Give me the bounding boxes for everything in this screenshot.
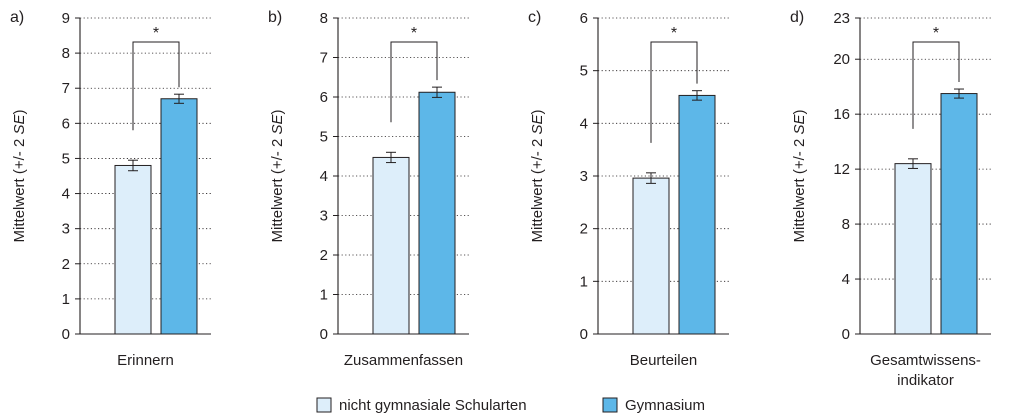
bar-gymnasium (940, 93, 978, 335)
significance-star: * (933, 25, 939, 42)
y-tick-label: 0 (580, 326, 588, 343)
y-tick-label: 3 (62, 221, 70, 238)
y-tick-label: 4 (320, 168, 328, 185)
y-tick-label: 8 (62, 45, 70, 62)
y-axis-label: Mittelwert (+/- 2 SE) (529, 110, 546, 243)
y-axis-label: Mittelwert (+/- 2 SE) (11, 110, 28, 243)
y-tick-label: 7 (62, 80, 70, 97)
y-tick-label: 5 (62, 150, 70, 167)
y-tick-label: 4 (62, 186, 70, 203)
y-tick-label: 5 (580, 63, 588, 80)
y-tick-label: 6 (580, 10, 588, 27)
y-tick-label: 9 (62, 10, 70, 27)
legend-label-nicht-gymnasial: nicht gymnasiale Schularten (339, 397, 527, 414)
y-tick-label: 0 (62, 326, 70, 343)
y-tick-label: 1 (320, 287, 328, 304)
y-tick-label: 7 (320, 50, 328, 67)
bar-nicht-gymnasial (894, 163, 932, 335)
bar-gymnasium (160, 98, 198, 335)
panel-label: c) (528, 9, 541, 26)
y-tick-label: 6 (62, 115, 70, 132)
significance-bracket (912, 41, 960, 129)
bar-nicht-gymnasial (372, 156, 410, 335)
chart-panel-3: c) 0 1 2 3 4 5 6 Mittelwert (+/- 2 SE) * Beurteile… (528, 9, 729, 369)
chart-panel-1: a) 0 1 2 3 4 5 6 7 8 9 Mittelwert (+/- 2 SE) * Erinne… (10, 9, 211, 369)
y-tick-label: 0 (320, 326, 328, 343)
significance-bracket (390, 41, 438, 123)
y-tick-label: 1 (62, 291, 70, 308)
y-tick-label: 23 (833, 10, 850, 27)
legend-swatch-gymnasium (602, 397, 618, 413)
chart-panel-2: b) 0 1 2 3 4 5 6 7 8 Mittelwert (+/- 2 SE) * Zusamme… (268, 9, 469, 369)
x-axis-label: Zusammenfassen (344, 352, 463, 369)
x-axis-label: Gesamtwissens- (870, 352, 981, 369)
y-tick-label: 8 (842, 216, 850, 233)
bar-nicht-gymnasial (114, 164, 152, 335)
y-tick-label: 12 (833, 161, 850, 178)
legend-label-gymnasium: Gymnasium (625, 397, 705, 414)
y-tick-label: 2 (62, 256, 70, 273)
y-tick-label: 4 (580, 115, 588, 132)
y-tick-label: 20 (833, 51, 850, 68)
bar-gymnasium (418, 91, 456, 335)
y-tick-label: 8 (320, 10, 328, 27)
y-tick-label: 4 (842, 271, 850, 288)
x-axis-label: Beurteilen (630, 352, 698, 369)
significance-bracket (132, 41, 180, 131)
legend: nicht gymnasiale Schularten Gymnasium (316, 397, 705, 414)
legend-swatch-nicht-gymnasial (316, 397, 332, 413)
x-axis-label: Erinnern (117, 352, 174, 369)
y-tick-label: 3 (320, 208, 328, 225)
y-tick-label: 3 (580, 168, 588, 185)
significance-star: * (411, 25, 417, 42)
y-tick-label: 0 (842, 326, 850, 343)
significance-star: * (153, 25, 159, 42)
panel-label: d) (790, 9, 804, 26)
y-tick-label: 5 (320, 129, 328, 146)
bar-nicht-gymnasial (632, 177, 670, 335)
panel-label: b) (268, 9, 282, 26)
y-axis-label: Mittelwert (+/- 2 SE) (269, 110, 286, 243)
y-tick-label: 2 (320, 247, 328, 264)
y-tick-label: 16 (833, 106, 850, 123)
significance-bracket (650, 41, 698, 143)
y-axis-label: Mittelwert (+/- 2 SE) (791, 110, 808, 243)
chart-panel-4: d) 0 4 8 12 16 20 23 Mittelwert (+/- 2 SE) * Gesam… (790, 9, 991, 389)
y-tick-label: 2 (580, 221, 588, 238)
bar-gymnasium (678, 94, 716, 335)
y-tick-label: 1 (580, 273, 588, 290)
panel-label: a) (10, 9, 24, 26)
y-tick-label: 6 (320, 89, 328, 106)
x-axis-label: indikator (897, 372, 954, 389)
significance-star: * (671, 25, 677, 42)
